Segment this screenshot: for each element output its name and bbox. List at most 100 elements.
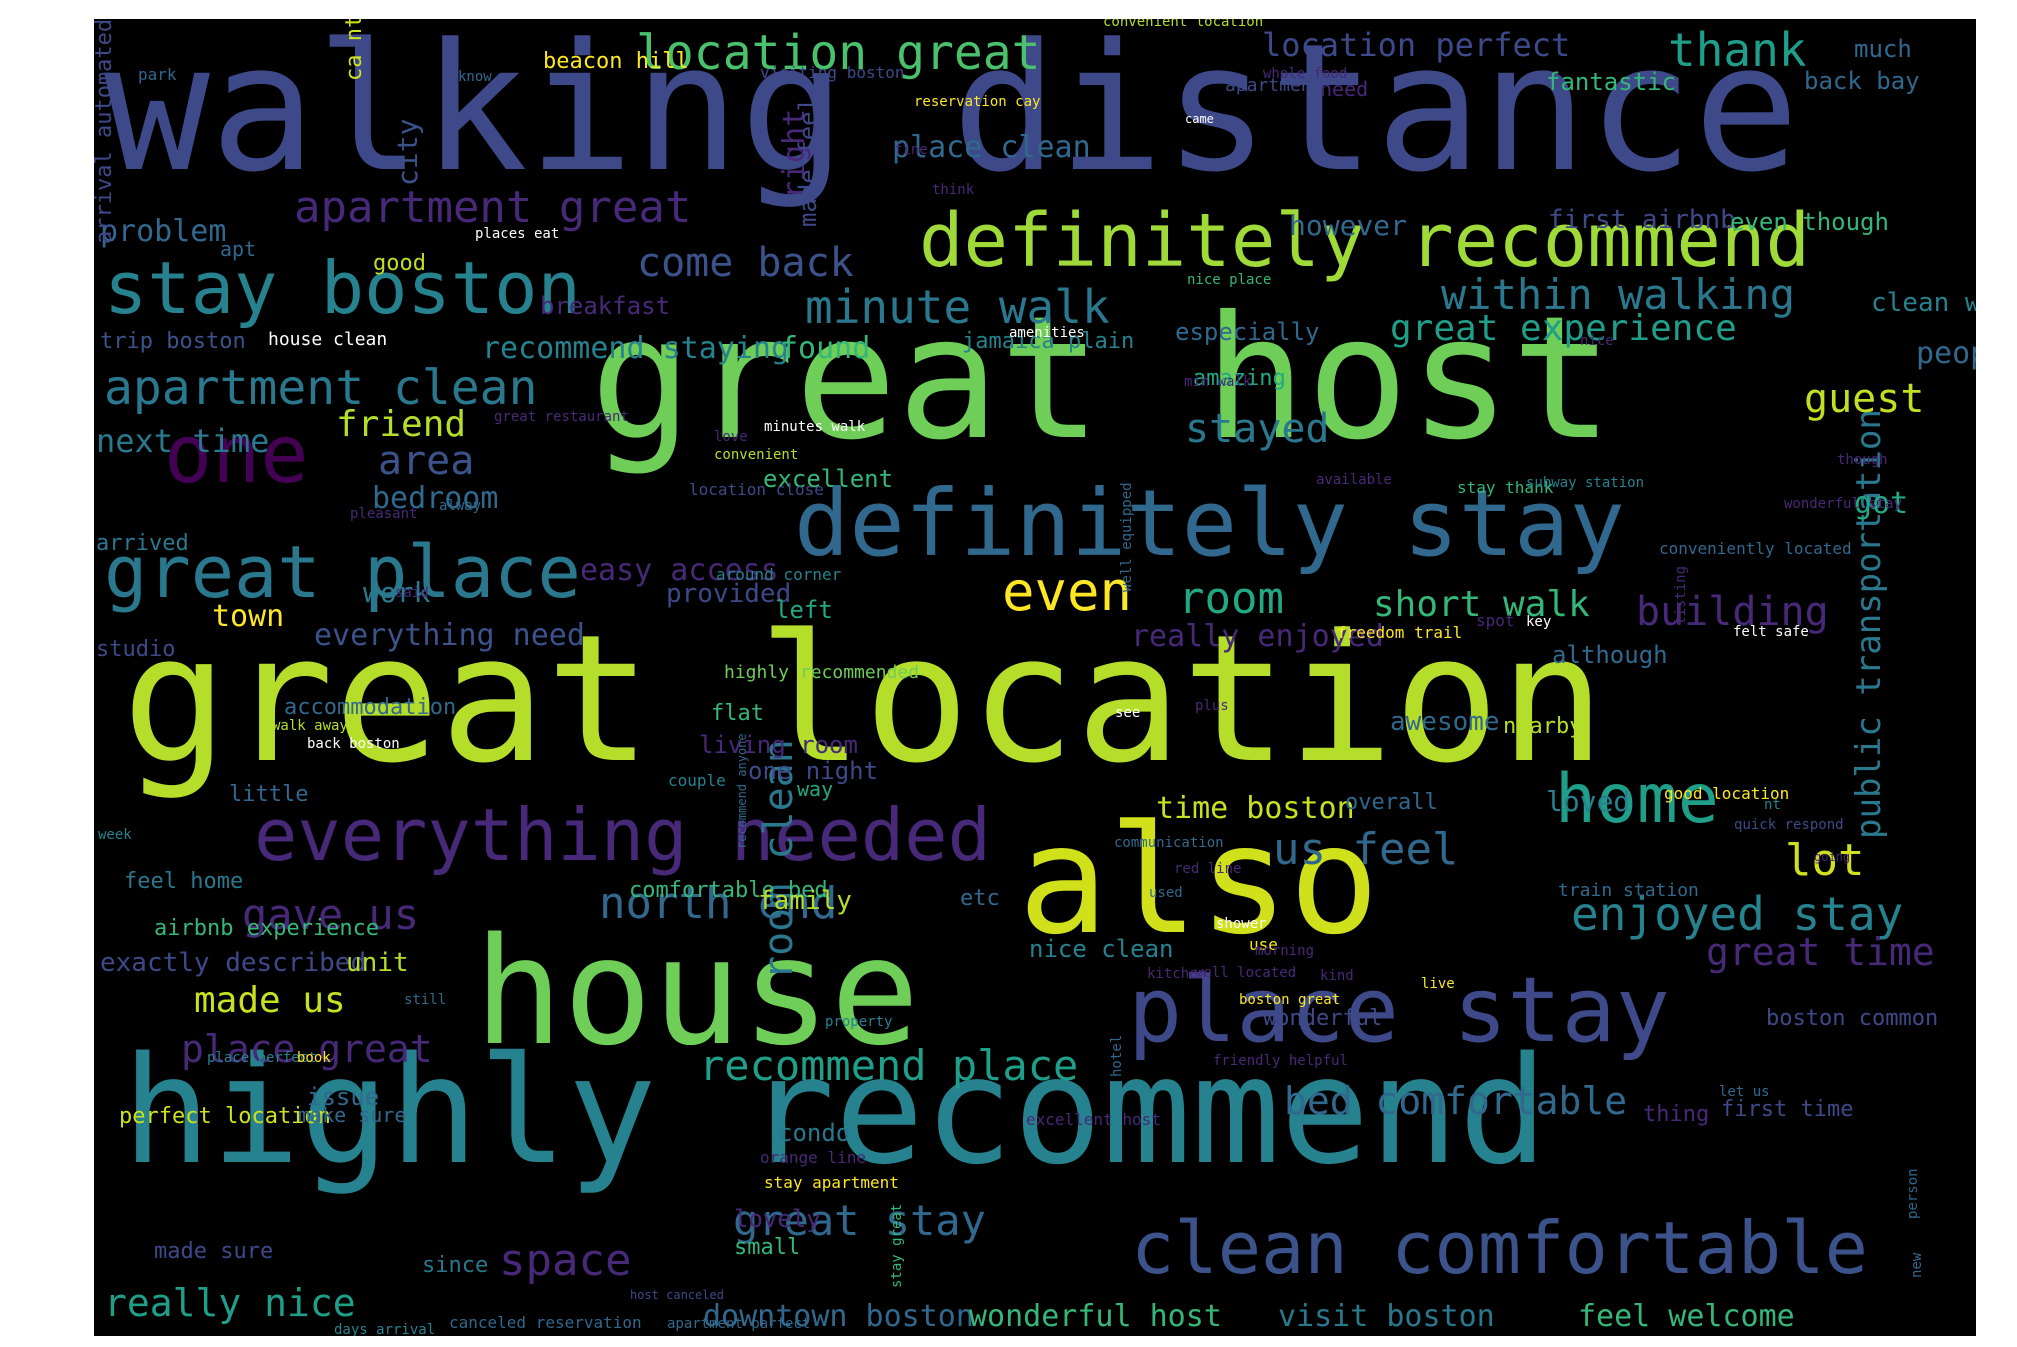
word-work: work: [363, 576, 431, 609]
word-much: much: [1854, 35, 1912, 63]
word-studio: studio: [96, 637, 176, 662]
word-trip-boston: trip boston: [100, 329, 246, 354]
word-morning: morning: [1255, 943, 1315, 959]
word-new: new: [1909, 1252, 1925, 1278]
word-flat: flat: [711, 701, 764, 726]
word-said: said: [395, 585, 429, 601]
word-everything-needed: everything needed: [254, 793, 991, 877]
word-plus: plus: [1195, 698, 1229, 714]
word-subway-station: subway station: [1526, 475, 1645, 491]
word-places-eat: places eat: [475, 226, 560, 242]
word-gave-us: gave us: [242, 890, 420, 939]
word-come-back: come back: [637, 240, 854, 286]
word-small: small: [734, 1235, 801, 1260]
word-also: also: [1018, 794, 1380, 968]
word-available: available: [1316, 472, 1392, 488]
word-house-clean: house clean: [268, 329, 388, 350]
word-really-enjoyed: really enjoyed: [1131, 619, 1384, 654]
word-apartment: apartment: [1225, 75, 1323, 96]
word-visiting-boston: visiting boston: [760, 63, 905, 82]
word-place-stay: place stay: [1128, 958, 1670, 1063]
word-city: city: [391, 118, 424, 186]
word-felt-safe: felt safe: [1733, 624, 1809, 640]
word-found: found: [780, 331, 871, 366]
word-thank: thank: [1668, 23, 1807, 77]
word-kind: kind: [1320, 968, 1354, 984]
word-nice: nice: [1580, 333, 1614, 349]
word-first-time: first time: [1721, 1097, 1854, 1122]
word-guest: guest: [1804, 376, 1925, 422]
word-wonderful-stay: wonderful stay: [1784, 496, 1903, 512]
word-condo: condo: [778, 1119, 851, 1147]
word-feel-home: feel home: [124, 869, 244, 894]
word-excellent: excellent: [763, 465, 894, 493]
word-clean-comfortable: clean comfortable: [1131, 1206, 1868, 1290]
word-great-stay: great stay: [733, 1196, 986, 1245]
word-train-station: train station: [1558, 880, 1699, 901]
word-though: though: [1837, 452, 1888, 468]
word-room: room: [1178, 573, 1284, 624]
word-thing: thing: [1643, 1102, 1710, 1127]
word-town: town: [212, 599, 285, 634]
word-nearby: nearby: [1503, 714, 1583, 739]
word-amenities: amenities: [1009, 325, 1085, 341]
word-downtown-boston: downtown boston: [703, 1299, 974, 1334]
word-let-us: let us: [1719, 1084, 1770, 1100]
word-even-though: even though: [1730, 208, 1889, 236]
word-convenient-location: convenient location: [1103, 19, 1264, 30]
word-got: got: [1854, 486, 1909, 521]
word-make-sure: make sure: [298, 1103, 407, 1127]
word-living-room: living room: [699, 731, 858, 759]
word-canceled-reservation: canceled reservation: [449, 1313, 642, 1332]
word-problem: problem: [100, 214, 227, 249]
word-great-restaurant: great restaurant: [494, 409, 629, 425]
word-conveniently-located: conveniently located: [1659, 539, 1852, 558]
word-perfect-location: perfect location: [119, 1104, 331, 1129]
word-home: home: [1555, 760, 1719, 839]
word-recommend-staying: recommend staying: [482, 331, 790, 366]
word-spot: spot: [1476, 611, 1515, 630]
word-especially: especially: [1175, 318, 1320, 346]
word-wonderful: wonderful: [1263, 1006, 1383, 1031]
word-apt: apt: [220, 237, 257, 261]
word-reservation-cay: reservation cay: [914, 94, 1041, 110]
word-well-equipped: well equipped: [1119, 482, 1135, 592]
word-arrival-automated: arrival automated: [94, 19, 117, 244]
word-communication: communication: [1114, 835, 1224, 851]
word-back-boston: back boston: [307, 736, 400, 752]
word-friendly-helpful: friendly helpful: [1213, 1053, 1348, 1069]
word-visit-boston: visit boston: [1278, 1299, 1495, 1334]
word-next-time: next time: [96, 422, 270, 460]
word-key: key: [1526, 614, 1552, 630]
word-made-sure: made sure: [154, 1239, 274, 1264]
word-great-host: great host: [590, 280, 1614, 478]
word-good-location: good location: [1664, 784, 1790, 803]
word-well-located: well located: [1195, 965, 1297, 981]
word-stayed: stayed: [1185, 406, 1330, 452]
word-walking-distance: walking distance: [104, 19, 1800, 211]
word-wonderful-host: wonderful host: [969, 1299, 1222, 1334]
word-ca-nt: ca nt: [342, 19, 367, 81]
word-within-walking: within walking: [1441, 270, 1796, 319]
word-shower: shower: [1216, 916, 1267, 932]
word-unit: unit: [346, 948, 409, 978]
word-orange-line: orange line: [760, 1148, 866, 1167]
word-airbnb-experience: airbnb experience: [154, 916, 380, 941]
word-week: week: [98, 827, 132, 843]
word-location-great: location great: [636, 25, 1041, 81]
word-stay-great: stay great: [889, 1203, 905, 1288]
word-however: however: [1289, 209, 1408, 242]
word-bedroom: bedroom: [372, 481, 499, 516]
word-going: going: [1814, 850, 1851, 864]
word-location-close: location close: [689, 480, 824, 499]
word-apartment-great: apartment great: [294, 182, 692, 233]
word-book: book: [297, 1050, 331, 1066]
word-know: know: [458, 69, 492, 85]
word-lot: lot: [1785, 835, 1865, 886]
word-couple: couple: [668, 771, 726, 790]
word-house: house: [474, 906, 920, 1078]
word-since: since: [422, 1253, 489, 1278]
word-awesome: awesome: [1390, 707, 1500, 737]
word-everything-need: everything need: [314, 618, 585, 653]
word-love: love: [714, 429, 748, 445]
